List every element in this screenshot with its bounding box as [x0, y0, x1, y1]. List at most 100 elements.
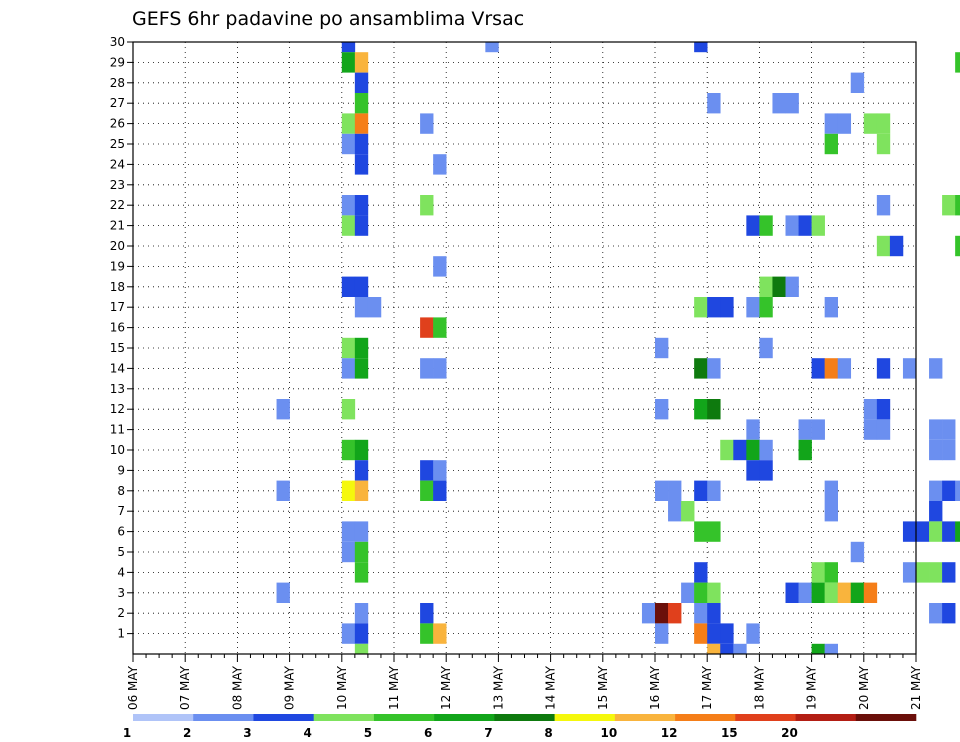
precip-cell	[876, 113, 891, 134]
precip-cell	[707, 582, 721, 603]
precip-cell	[354, 215, 369, 236]
precip-cell	[341, 358, 356, 379]
precip-cell	[420, 195, 434, 216]
precip-cell	[354, 133, 369, 155]
precip-cell	[759, 460, 773, 481]
colorbar-swatch	[795, 714, 857, 721]
precip-cell	[694, 623, 708, 644]
dotted-grid	[133, 41, 916, 654]
precip-cell	[354, 439, 369, 461]
x-tick-label: 06 MAY	[126, 665, 140, 710]
precip-cell	[798, 439, 812, 461]
precip-cell	[772, 276, 786, 297]
precip-cell	[720, 297, 734, 318]
precip-cell	[341, 195, 356, 216]
precip-cell	[668, 501, 682, 522]
precip-cell	[929, 603, 943, 624]
precip-cell	[811, 215, 825, 236]
x-tick-label: 12 MAY	[439, 665, 453, 710]
y-tick-label: 30	[110, 35, 125, 49]
precip-cell	[707, 643, 721, 654]
y-tick-label: 4	[117, 565, 125, 579]
colorbar-label: 4	[304, 726, 312, 740]
precip-cell	[694, 42, 708, 53]
colorbar-label: 12	[661, 726, 678, 740]
precip-cell	[707, 297, 721, 318]
precip-cell	[341, 623, 356, 644]
precip-cell	[354, 113, 369, 134]
precip-cell	[785, 582, 799, 603]
precip-cell	[929, 439, 943, 461]
precip-cell	[785, 93, 799, 114]
precip-cell	[876, 195, 891, 216]
precip-cell	[341, 276, 356, 297]
y-tick-label: 7	[117, 504, 125, 518]
y-tick-label: 12	[110, 402, 125, 416]
precip-cell	[929, 419, 943, 440]
precip-cell	[811, 643, 825, 654]
precip-cell	[811, 358, 825, 379]
y-tick-label: 24	[110, 157, 125, 171]
precip-cell	[341, 439, 356, 461]
precip-cell	[707, 480, 721, 501]
precip-cell	[354, 541, 369, 563]
precip-cell	[420, 603, 434, 624]
precip-cell	[955, 195, 960, 216]
y-tick-label: 26	[110, 117, 125, 131]
y-tick-label: 17	[110, 300, 125, 314]
colorbar-swatch	[855, 714, 917, 721]
precip-cell	[824, 562, 838, 583]
precip-cell	[354, 623, 369, 644]
precip-cell	[276, 582, 290, 603]
colorbar-label: 2	[183, 726, 191, 740]
precip-cell	[759, 276, 773, 297]
precip-cell	[694, 521, 708, 542]
precip-cell	[759, 337, 773, 359]
colorbar-swatch	[193, 714, 254, 721]
precip-cell	[889, 235, 904, 257]
precip-cell	[746, 623, 760, 644]
precip-cell	[668, 480, 682, 501]
precip-cell	[824, 358, 838, 379]
precip-cell	[876, 133, 891, 155]
precip-cell	[485, 42, 499, 53]
y-tick-label: 20	[110, 239, 125, 253]
y-tick-label: 14	[110, 361, 125, 375]
y-tick-label: 23	[110, 178, 125, 192]
precip-cell	[354, 52, 369, 73]
precip-cell	[955, 52, 960, 73]
precip-cell	[354, 643, 369, 654]
precip-cell	[694, 399, 708, 420]
precip-cell	[354, 358, 369, 379]
precip-cell	[850, 72, 865, 93]
precip-cell	[433, 154, 447, 175]
precip-cell	[929, 562, 943, 583]
precip-cell	[341, 399, 356, 420]
x-tick-label: 19 MAY	[805, 665, 819, 710]
precip-cell	[824, 501, 838, 522]
precip-cell	[746, 439, 760, 461]
precip-cell	[863, 582, 878, 603]
precip-cell	[341, 133, 356, 155]
precip-cell	[837, 358, 852, 379]
precip-cell	[354, 521, 369, 542]
precip-cell	[694, 297, 708, 318]
precip-cell	[746, 460, 760, 481]
x-tick-label: 14 MAY	[544, 665, 558, 710]
colorbar-swatch	[735, 714, 796, 721]
precip-cell	[824, 480, 838, 501]
precip-cell	[354, 603, 369, 624]
precip-cell	[824, 113, 838, 134]
colorbar-label: 3	[243, 726, 251, 740]
precip-cell	[916, 521, 930, 542]
precip-cell	[720, 643, 734, 654]
y-tick-label: 8	[117, 484, 125, 498]
precip-cell	[759, 439, 773, 461]
precip-cell	[668, 603, 682, 624]
precip-cell	[707, 399, 721, 420]
precip-cell	[354, 562, 369, 583]
precip-cell	[824, 297, 838, 318]
precip-cell	[837, 582, 852, 603]
x-tick-label: 09 MAY	[283, 665, 297, 710]
